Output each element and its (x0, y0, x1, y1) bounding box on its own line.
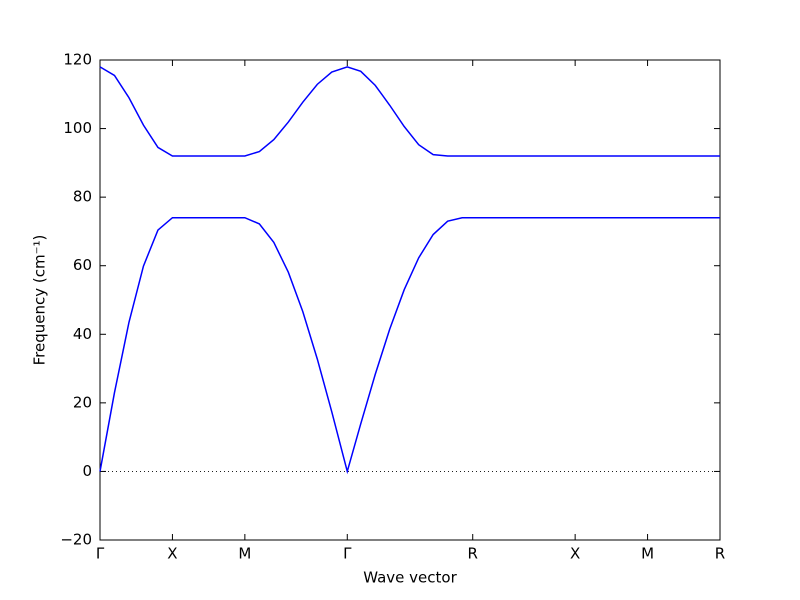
x-tick-label: M (238, 545, 251, 563)
y-axis-label: Frequency (cm⁻¹) (31, 235, 49, 366)
x-tick-label: Γ (343, 545, 352, 563)
y-tick-label: 120 (63, 51, 92, 69)
y-tick-label: 0 (82, 462, 92, 480)
y-tick-label: 20 (73, 393, 92, 411)
y-tick-label: −20 (60, 531, 92, 549)
y-tick-label: 100 (63, 119, 92, 137)
x-tick-label: R (715, 545, 725, 563)
x-tick-label: R (468, 545, 478, 563)
x-tick-label: X (167, 545, 177, 563)
x-tick-label: X (570, 545, 580, 563)
y-tick-label: 40 (73, 325, 92, 343)
y-tick-label: 80 (73, 188, 92, 206)
x-axis-label: Wave vector (363, 569, 457, 587)
x-tick-label: Γ (96, 545, 105, 563)
band-line (99, 216, 720, 475)
band-line (99, 66, 720, 157)
y-tick-label: 60 (73, 256, 92, 274)
x-tick-label: M (641, 545, 654, 563)
plot-frame (99, 59, 721, 541)
